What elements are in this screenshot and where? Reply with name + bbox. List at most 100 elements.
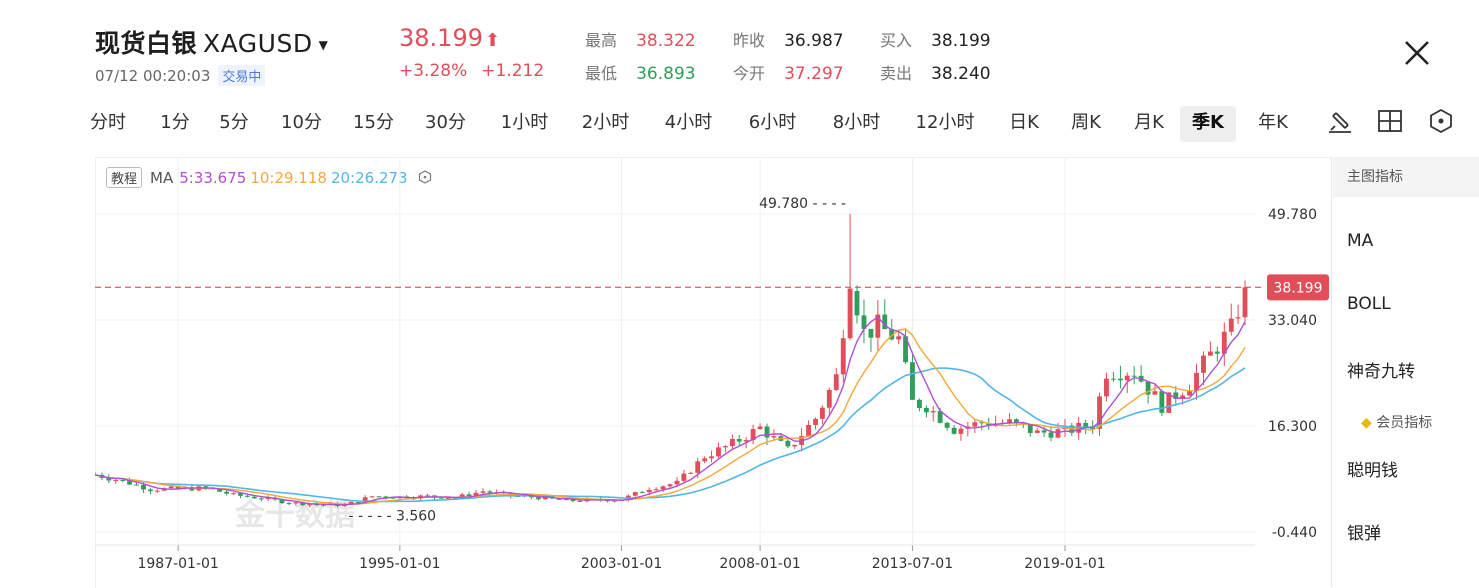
- candle-body: [1013, 419, 1019, 423]
- candle-body: [570, 499, 576, 501]
- indicator-settings-icon[interactable]: [418, 170, 432, 184]
- stat-bid-value: 38.199: [931, 31, 991, 51]
- candle-body: [937, 411, 943, 423]
- candle-body: [695, 461, 701, 473]
- candle-body: [702, 458, 708, 462]
- tab-13[interactable]: 周K: [1071, 112, 1101, 133]
- tab-10[interactable]: 8小时: [832, 112, 881, 133]
- candle-body: [847, 288, 853, 339]
- candle-body: [709, 456, 714, 459]
- candle-body: [889, 329, 895, 340]
- candle-body: [868, 328, 874, 338]
- instrument-title[interactable]: 现货白银 XAGUSD ▼: [95, 24, 328, 60]
- y-tick-label: -0.440: [1272, 525, 1317, 541]
- candle-body: [1034, 430, 1040, 433]
- stat-low-value: 36.893: [636, 64, 696, 84]
- x-tick-label: 1995-01-01: [359, 556, 440, 572]
- chart-frame: [95, 157, 1331, 588]
- candle-body: [930, 411, 936, 413]
- candle-body: [819, 407, 825, 419]
- candle-body: [148, 489, 153, 492]
- tab-2[interactable]: 5分: [219, 112, 249, 133]
- candle-body: [369, 496, 375, 498]
- tab-11[interactable]: 12小时: [915, 112, 975, 133]
- ma-legend: 教程 MA 5:33.675 10:29.118 20:26.273: [106, 167, 432, 188]
- candle-body: [1083, 422, 1089, 428]
- candle-body: [1124, 375, 1130, 381]
- current-price-tag: [1267, 274, 1329, 301]
- close-icon[interactable]: [1400, 36, 1434, 70]
- candle-body: [1145, 381, 1151, 395]
- candle-body: [251, 496, 257, 499]
- candle-body: [355, 501, 361, 503]
- candle-body: [1048, 432, 1054, 438]
- instrument-symbol: XAGUSD: [203, 29, 313, 58]
- candle-body: [757, 426, 763, 430]
- candle-body: [362, 497, 368, 503]
- candle-body: [348, 501, 354, 505]
- tab-0[interactable]: 分时: [90, 112, 126, 133]
- tab-15[interactable]: 季K: [1180, 106, 1236, 142]
- candle-body: [127, 480, 133, 485]
- candle-body: [383, 496, 389, 498]
- arrow-up-icon: ⬆: [484, 30, 501, 51]
- price-chart[interactable]: 49.780 33.040 16.300 -0.440 1987-01-01 1995-0…: [95, 157, 1331, 587]
- candle-body: [1180, 395, 1186, 399]
- candle-body: [528, 495, 534, 498]
- candle-body: [577, 500, 583, 502]
- candle-body: [667, 484, 673, 487]
- tab-6[interactable]: 1小时: [500, 112, 549, 133]
- tab-12[interactable]: 日K: [1009, 112, 1039, 133]
- price-change: +3.28% +1.212: [399, 61, 558, 81]
- candle-body: [314, 504, 320, 506]
- candle-body: [944, 422, 950, 428]
- chevron-down-icon[interactable]: ▼: [318, 38, 329, 52]
- candle-body: [154, 490, 160, 492]
- indicator-item[interactable]: 神奇九转: [1347, 362, 1415, 382]
- ma5-line: [95, 316, 1246, 506]
- candle-body: [910, 362, 915, 400]
- tab-8[interactable]: 4小时: [664, 112, 713, 133]
- candle-body: [896, 336, 902, 340]
- change-abs: +1.212: [481, 61, 545, 81]
- candle-body: [321, 504, 327, 506]
- tab-1[interactable]: 1分: [160, 112, 190, 133]
- draw-tool-icon[interactable]: [1325, 106, 1355, 136]
- stat-open: 今开 37.297: [733, 60, 844, 84]
- indicator-item[interactable]: BOLL: [1347, 294, 1391, 314]
- grid-layout-icon[interactable]: [1375, 106, 1405, 136]
- candle-body: [1242, 287, 1248, 318]
- change-pct: +3.28%: [399, 61, 468, 81]
- candle-body: [203, 486, 209, 488]
- current-price-label: 38.199: [1274, 280, 1323, 296]
- tab-14[interactable]: 月K: [1134, 112, 1164, 133]
- candle-body: [826, 389, 832, 408]
- candle-body: [1152, 391, 1158, 395]
- candle-body: [134, 484, 139, 486]
- candle-body: [840, 338, 846, 375]
- candle-body: [113, 480, 119, 482]
- x-tick-label: 2019-01-01: [1024, 556, 1105, 572]
- candle-body: [681, 473, 687, 481]
- indicator-item[interactable]: MA: [1347, 231, 1374, 251]
- tab-4[interactable]: 15分: [353, 112, 394, 133]
- candle-body: [1117, 378, 1123, 381]
- candle-body: [716, 447, 721, 457]
- tab-3[interactable]: 10分: [281, 112, 322, 133]
- candle-body: [646, 489, 652, 493]
- indicator-item[interactable]: 银弹: [1347, 524, 1381, 544]
- settings-hexagon-icon[interactable]: [1426, 106, 1456, 136]
- tab-7[interactable]: 2小时: [581, 112, 630, 133]
- tab-16[interactable]: 年K: [1258, 112, 1288, 133]
- candle-body: [1041, 430, 1047, 433]
- tutorial-button[interactable]: 教程: [106, 167, 143, 188]
- stat-ask: 卖出 38.240: [880, 60, 991, 84]
- tab-9[interactable]: 6小时: [748, 112, 797, 133]
- indicator-item[interactable]: 聪明钱: [1347, 461, 1398, 481]
- x-tick-label: 2013-07-01: [872, 556, 953, 572]
- candle-body: [535, 497, 541, 500]
- stat-bid-label: 买入: [880, 31, 913, 50]
- candle-body: [1228, 318, 1234, 332]
- candle-body: [376, 496, 382, 498]
- tab-5[interactable]: 30分: [425, 112, 466, 133]
